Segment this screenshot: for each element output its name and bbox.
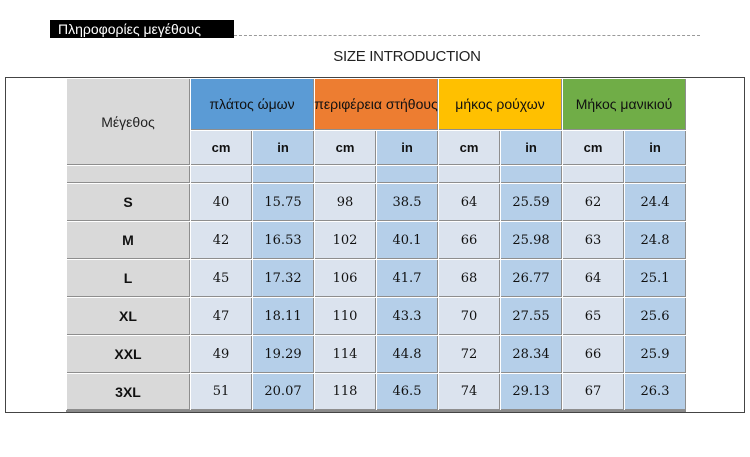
- table-cell: 64: [562, 259, 624, 297]
- spacer-cell: [500, 165, 562, 183]
- shoulder-width-header: πλάτος ώμων: [190, 78, 314, 130]
- table-cell: 28.34: [500, 335, 562, 373]
- table-cell: 25.9: [624, 335, 686, 373]
- table-cell: 17.32: [252, 259, 314, 297]
- table-cell: 25.6: [624, 297, 686, 335]
- spacer-cell: [190, 165, 252, 183]
- table-cell: 102: [314, 221, 376, 259]
- table-cell: 18.11: [252, 297, 314, 335]
- size-label: XXL: [66, 335, 190, 373]
- table-cell: 118: [314, 373, 376, 410]
- table-cell: 25.59: [500, 183, 562, 221]
- table-cell: 25.1: [624, 259, 686, 297]
- size-label: L: [66, 259, 190, 297]
- size-column-header: Μέγεθος: [66, 78, 190, 165]
- table-cell: 65: [562, 297, 624, 335]
- table-cell: 43.3: [376, 297, 438, 335]
- unit-label: cm: [438, 130, 500, 165]
- table-cell: 106: [314, 259, 376, 297]
- table-cell: 66: [562, 335, 624, 373]
- table-cell: 15.75: [252, 183, 314, 221]
- table-cell: 40.1: [376, 221, 438, 259]
- spacer-cell: [624, 165, 686, 183]
- table-cell: 72: [438, 335, 500, 373]
- table-cell: 66: [438, 221, 500, 259]
- table-cell: 25.98: [500, 221, 562, 259]
- size-table: Μέγεθος πλάτος ώμων περιφέρεια στήθους μ…: [66, 78, 686, 412]
- table-cell: 16.53: [252, 221, 314, 259]
- table-cell: 44.8: [376, 335, 438, 373]
- table-cell: 19.29: [252, 335, 314, 373]
- sleeve-length-header: Μήκος μανικιού: [562, 78, 686, 130]
- unit-label: in: [252, 130, 314, 165]
- table-cell: 42: [190, 221, 252, 259]
- size-label: XL: [66, 297, 190, 335]
- size-label: 3XL: [66, 373, 190, 410]
- table-cell: 26.77: [500, 259, 562, 297]
- table-cell: 62: [562, 183, 624, 221]
- table-cell: 68: [438, 259, 500, 297]
- table-cell: 49: [190, 335, 252, 373]
- table-cell: 110: [314, 297, 376, 335]
- table-cell: 51: [190, 373, 252, 410]
- table-cell: 98: [314, 183, 376, 221]
- size-label: S: [66, 183, 190, 221]
- table-cell: 41.7: [376, 259, 438, 297]
- spacer-cell: [314, 165, 376, 183]
- table-cell: 63: [562, 221, 624, 259]
- table-cell: 46.5: [376, 373, 438, 410]
- table-cell: 20.07: [252, 373, 314, 410]
- table-cell: 45: [190, 259, 252, 297]
- table-cell: 38.5: [376, 183, 438, 221]
- table-cell: 24.8: [624, 221, 686, 259]
- chest-circumference-header: περιφέρεια στήθους: [314, 78, 438, 130]
- table-cell: 114: [314, 335, 376, 373]
- unit-label: in: [376, 130, 438, 165]
- table-cell: 70: [438, 297, 500, 335]
- spacer-cell: [376, 165, 438, 183]
- table-cell: 27.55: [500, 297, 562, 335]
- unit-label: cm: [314, 130, 376, 165]
- spacer-cell: [66, 165, 190, 183]
- unit-label: in: [624, 130, 686, 165]
- dashed-divider: [234, 35, 700, 36]
- garment-length-header: μήκος ρούχων: [438, 78, 562, 130]
- unit-label: cm: [190, 130, 252, 165]
- size-label: M: [66, 221, 190, 259]
- table-cell: 74: [438, 373, 500, 410]
- table-cell: 40: [190, 183, 252, 221]
- spacer-cell: [438, 165, 500, 183]
- table-cell: 64: [438, 183, 500, 221]
- unit-label: in: [500, 130, 562, 165]
- spacer-cell: [562, 165, 624, 183]
- size-introduction-heading: SIZE INTRODUCTION: [333, 48, 481, 65]
- spacer-cell: [252, 165, 314, 183]
- table-cell: 24.4: [624, 183, 686, 221]
- unit-label: cm: [562, 130, 624, 165]
- table-cell: 67: [562, 373, 624, 410]
- page-title: Πληροφορίες μεγέθους: [50, 20, 234, 38]
- table-cell: 29.13: [500, 373, 562, 410]
- table-cell: 47: [190, 297, 252, 335]
- table-cell: 26.3: [624, 373, 686, 410]
